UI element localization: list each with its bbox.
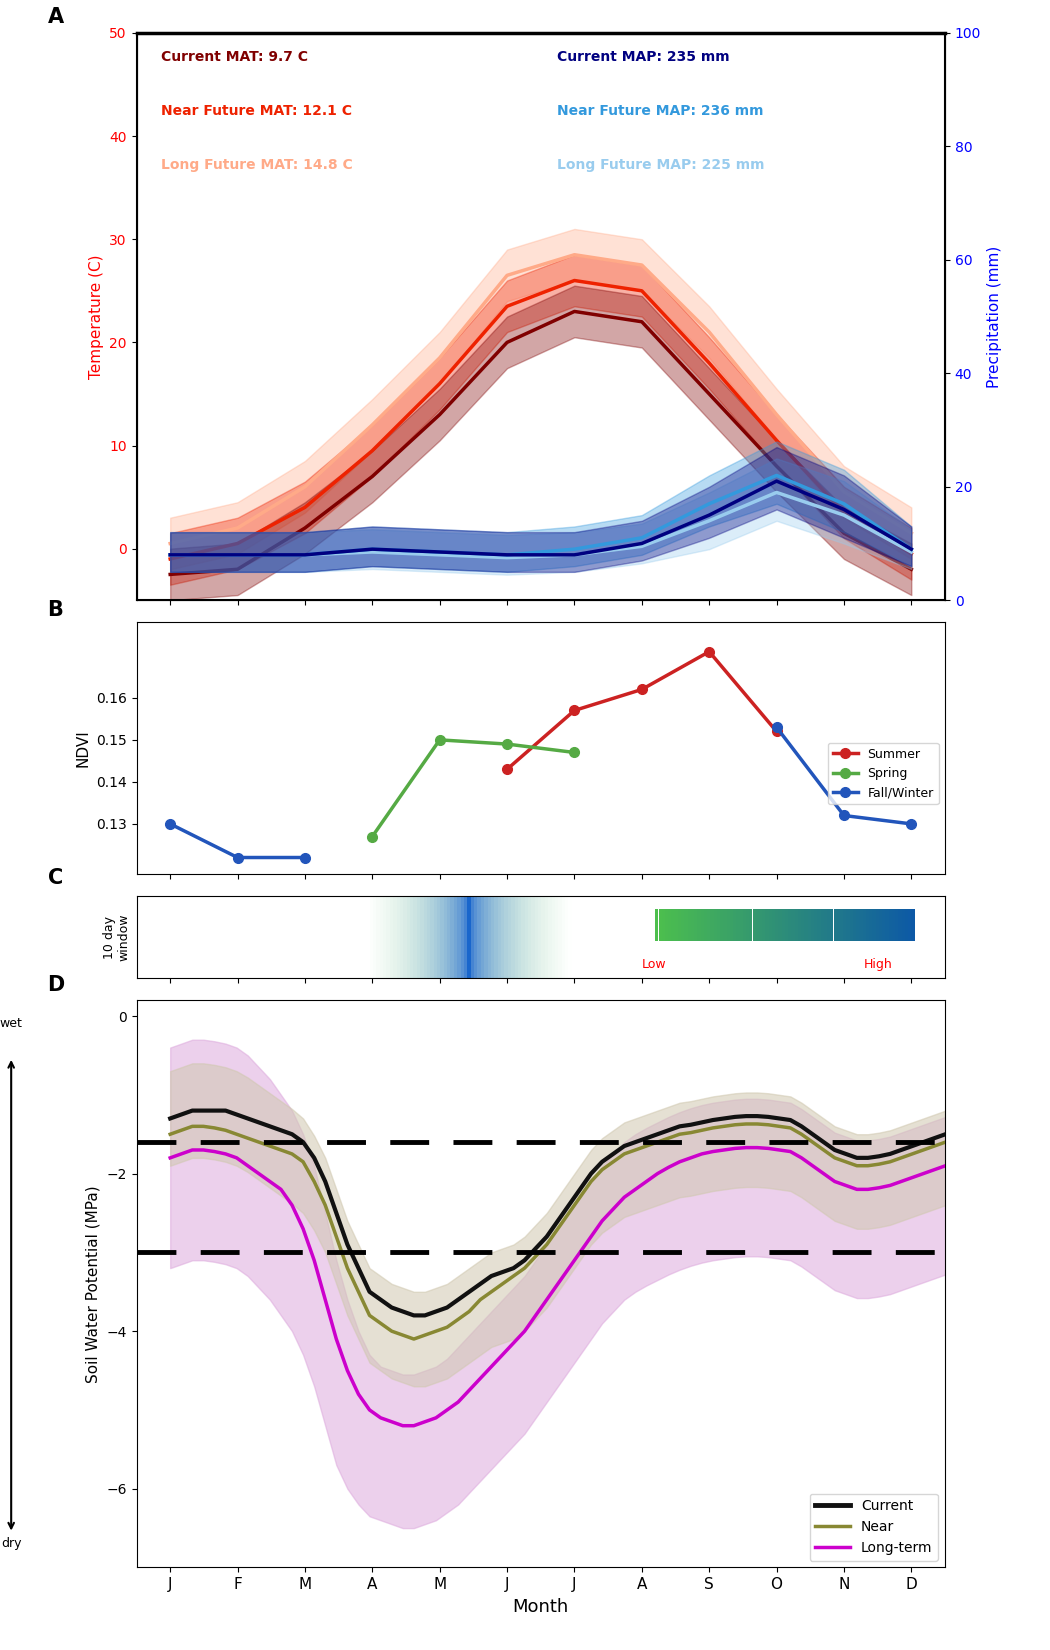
Y-axis label: Precipitation (mm): Precipitation (mm) <box>987 246 1002 388</box>
Text: Near Future MAT: 12.1 C: Near Future MAT: 12.1 C <box>161 104 352 117</box>
Y-axis label: 10 day
window: 10 day window <box>103 914 131 960</box>
Y-axis label: NDVI: NDVI <box>76 729 90 767</box>
Text: A: A <box>47 7 64 28</box>
Text: Low: Low <box>642 959 667 972</box>
Y-axis label: Soil Water Potential (MPa): Soil Water Potential (MPa) <box>86 1185 101 1383</box>
Text: Long Future MAP: 225 mm: Long Future MAP: 225 mm <box>556 158 764 172</box>
Text: dry: dry <box>1 1538 21 1551</box>
Text: Current MAP: 235 mm: Current MAP: 235 mm <box>556 50 730 64</box>
Legend: Summer, Spring, Fall/Winter: Summer, Spring, Fall/Winter <box>827 742 939 804</box>
Legend: Current, Near, Long-term: Current, Near, Long-term <box>810 1493 938 1561</box>
Text: D: D <box>47 975 65 995</box>
Text: B: B <box>47 599 63 620</box>
Text: Current MAT: 9.7 C: Current MAT: 9.7 C <box>161 50 308 64</box>
X-axis label: Month: Month <box>512 1597 569 1615</box>
Y-axis label: Temperature (C): Temperature (C) <box>88 254 104 380</box>
Text: Long Future MAT: 14.8 C: Long Future MAT: 14.8 C <box>161 158 353 172</box>
Text: C: C <box>47 868 63 888</box>
Text: wet: wet <box>0 1018 23 1030</box>
Text: Near Future MAP: 236 mm: Near Future MAP: 236 mm <box>556 104 763 117</box>
Text: High: High <box>864 959 892 972</box>
